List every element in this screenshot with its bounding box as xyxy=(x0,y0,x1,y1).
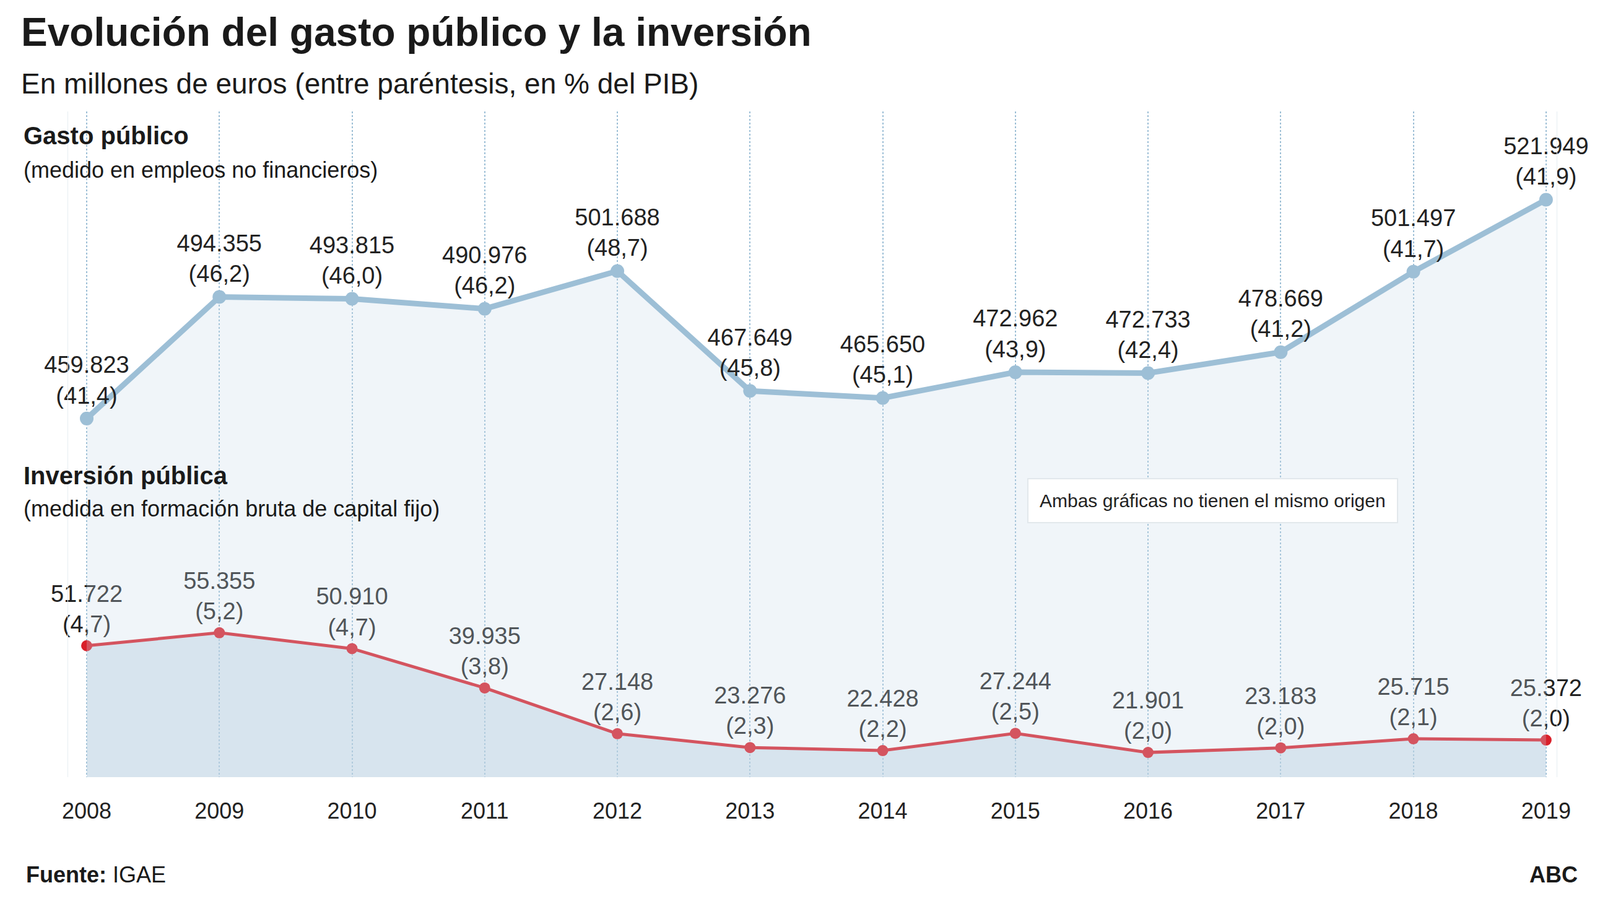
svg-text:2011: 2011 xyxy=(460,798,509,824)
svg-text:Inversión pública: Inversión pública xyxy=(23,461,228,490)
svg-text:55.355(5,2): 55.355(5,2) xyxy=(183,567,256,625)
svg-text:23.276(2,3): 23.276(2,3) xyxy=(713,682,786,739)
svg-text:2010: 2010 xyxy=(326,798,377,824)
svg-text:2008: 2008 xyxy=(61,798,112,824)
svg-text:Evolución del gasto público y: Evolución del gasto público y la inversi… xyxy=(21,9,812,55)
svg-text:2018: 2018 xyxy=(1388,798,1439,824)
svg-text:Ambas gráficas no tienen el mi: Ambas gráficas no tienen el mismo origen xyxy=(1039,490,1386,511)
svg-text:459.823(41,4): 459.823(41,4) xyxy=(43,351,129,409)
svg-text:478.669(41,2): 478.669(41,2) xyxy=(1238,285,1324,342)
svg-text:27.244(2,5): 27.244(2,5) xyxy=(979,668,1052,725)
svg-text:2019: 2019 xyxy=(1521,798,1571,824)
svg-text:2015: 2015 xyxy=(990,798,1041,824)
svg-text:ABC: ABC xyxy=(1529,861,1578,888)
svg-text:467.649(45,8): 467.649(45,8) xyxy=(707,324,793,381)
svg-text:Fuente: IGAE: Fuente: IGAE xyxy=(26,861,166,888)
svg-text:2012: 2012 xyxy=(592,798,643,824)
svg-text:501.497(41,7): 501.497(41,7) xyxy=(1370,204,1456,262)
svg-text:472.962(43,9): 472.962(43,9) xyxy=(972,305,1058,362)
svg-text:51.722(4,7): 51.722(4,7) xyxy=(50,580,123,638)
svg-text:490.976(46,2): 490.976(46,2) xyxy=(442,242,527,299)
svg-text:494.355(46,2): 494.355(46,2) xyxy=(177,230,262,287)
svg-text:En millones de euros (entre pa: En millones de euros (entre paréntesis, … xyxy=(21,67,699,100)
svg-text:50.910(4,7): 50.910(4,7) xyxy=(315,583,388,640)
svg-text:2016: 2016 xyxy=(1123,798,1173,824)
svg-text:493.815(46,0): 493.815(46,0) xyxy=(309,232,395,289)
svg-text:501.688(48,7): 501.688(48,7) xyxy=(574,204,660,261)
svg-text:(medido en empleos no financie: (medido en empleos no financieros) xyxy=(23,157,378,183)
svg-text:472.733(42,4): 472.733(42,4) xyxy=(1105,306,1191,363)
svg-text:521.949(41,9): 521.949(41,9) xyxy=(1503,133,1589,190)
svg-text:23.183(2,0): 23.183(2,0) xyxy=(1244,682,1317,740)
svg-text:465.650(45,1): 465.650(45,1) xyxy=(840,331,926,388)
svg-text:Gasto público: Gasto público xyxy=(23,121,189,150)
svg-text:25.715(2,1): 25.715(2,1) xyxy=(1377,673,1449,731)
svg-text:2014: 2014 xyxy=(858,798,908,824)
svg-text:27.148(2,6): 27.148(2,6) xyxy=(581,668,654,726)
svg-text:(medida en formación bruta de: (medida en formación bruta de capital fi… xyxy=(23,495,440,522)
svg-text:2017: 2017 xyxy=(1255,798,1306,824)
svg-text:2009: 2009 xyxy=(194,798,244,824)
svg-text:25.372(2,0): 25.372(2,0) xyxy=(1510,674,1583,732)
svg-text:22.428(2,2): 22.428(2,2) xyxy=(846,685,919,742)
svg-text:21.901(2,0): 21.901(2,0) xyxy=(1112,687,1184,744)
svg-text:39.935(3,8): 39.935(3,8) xyxy=(448,622,521,680)
svg-text:2013: 2013 xyxy=(725,798,775,824)
